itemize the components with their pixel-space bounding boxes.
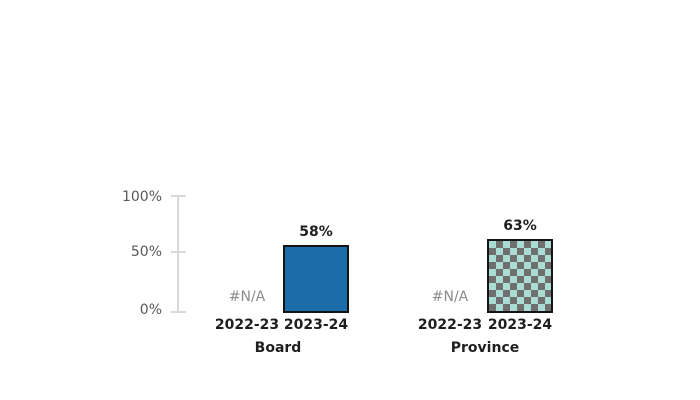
- x-label-board-2022-23: 2022-23: [214, 317, 280, 333]
- x-label-board-2023-24: 2023-24: [283, 317, 349, 333]
- bar-value-label-board: 58%: [299, 224, 333, 241]
- bar-board-2023-24: [283, 245, 349, 313]
- na-label-board: #N/A: [228, 289, 266, 305]
- y-tick-label-100: 100%: [121, 189, 162, 205]
- bar-column-board-2022-23: #N/A: [214, 289, 280, 313]
- y-axis-tick-0: [171, 311, 186, 313]
- y-axis-tick-100: [171, 195, 186, 197]
- y-tick-label-0: 0%: [139, 302, 162, 318]
- group-label-board: Board: [254, 340, 302, 356]
- y-tick-label-50: 50%: [130, 244, 162, 260]
- x-label-province-2023-24: 2023-24: [487, 317, 553, 333]
- x-label-province-2022-23: 2022-23: [417, 317, 483, 333]
- na-label-province: #N/A: [431, 289, 469, 305]
- y-axis-tick-50: [171, 251, 186, 253]
- bar-column-province-2022-23: #N/A: [417, 289, 483, 313]
- group-label-province: Province: [450, 340, 520, 356]
- bar-column-board-2023-24: 58%: [283, 224, 349, 313]
- y-axis-line: [177, 196, 179, 313]
- bar-province-2023-24: [487, 239, 553, 313]
- bar-value-label-province: 63%: [503, 218, 537, 235]
- bar-column-province-2023-24: 63%: [487, 218, 553, 313]
